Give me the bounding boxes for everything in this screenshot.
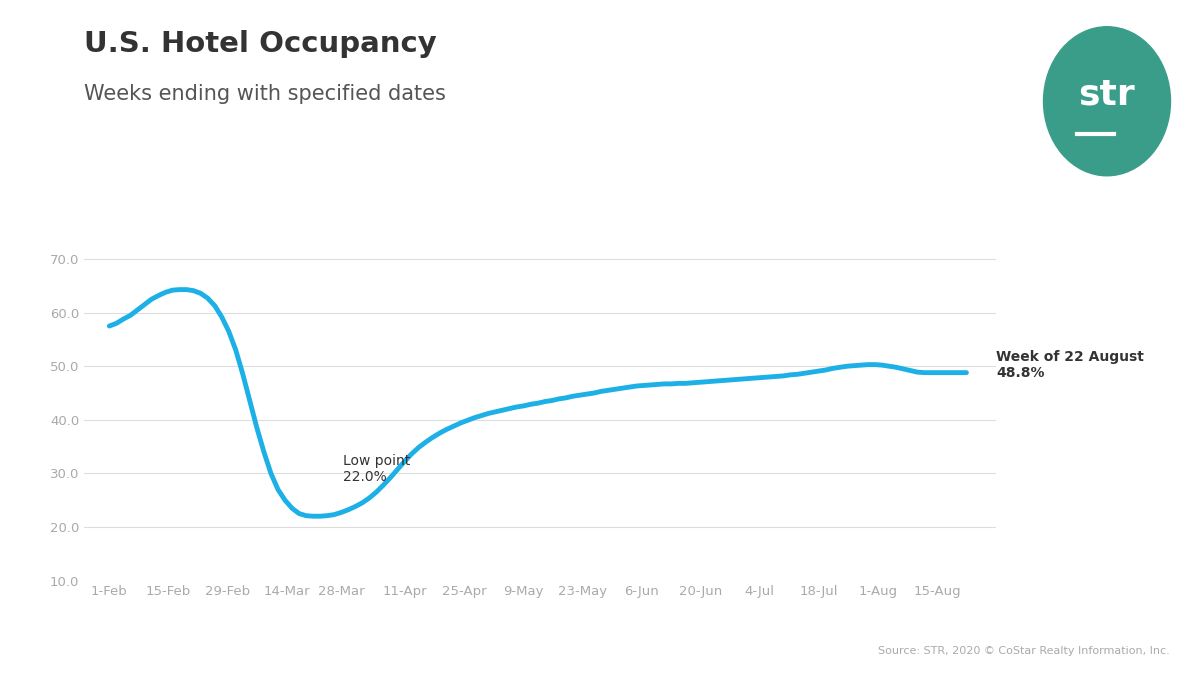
Text: str: str: [1079, 78, 1135, 112]
Text: Source: STR, 2020 © CoStar Realty Information, Inc.: Source: STR, 2020 © CoStar Realty Inform…: [878, 646, 1170, 656]
Text: Weeks ending with specified dates: Weeks ending with specified dates: [84, 84, 446, 105]
Text: U.S. Hotel Occupancy: U.S. Hotel Occupancy: [84, 30, 437, 58]
Text: Week of 22 August
48.8%: Week of 22 August 48.8%: [996, 350, 1144, 380]
Circle shape: [1044, 27, 1170, 176]
Text: Low point
22.0%: Low point 22.0%: [343, 454, 410, 484]
